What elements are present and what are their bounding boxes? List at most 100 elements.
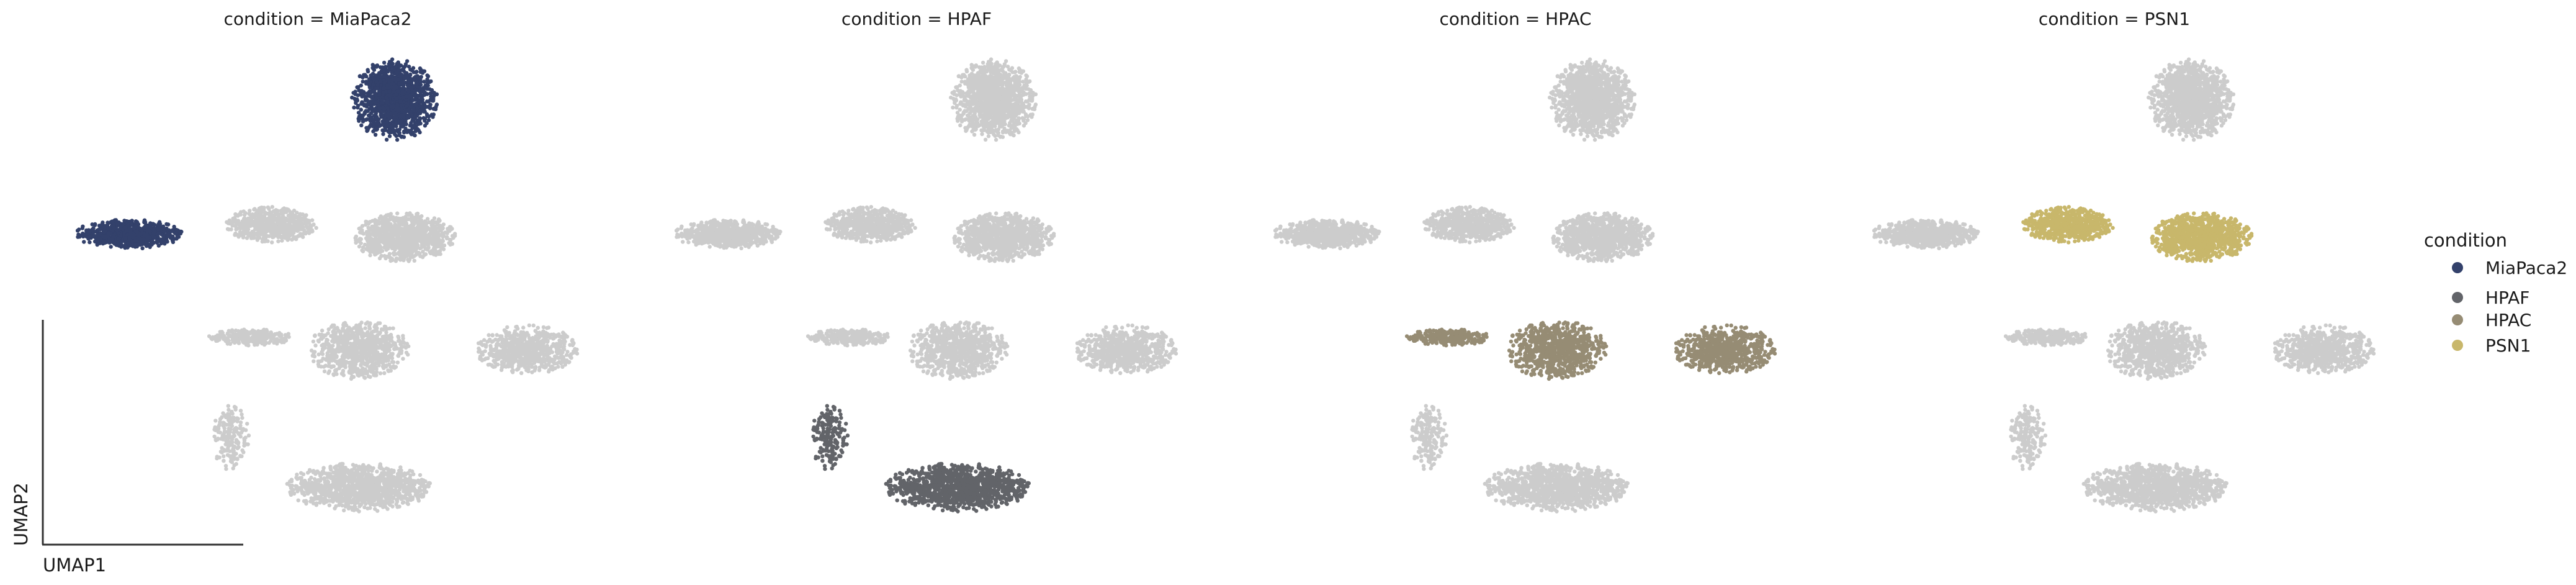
data-point-background bbox=[428, 227, 432, 232]
data-point-background bbox=[337, 337, 341, 342]
data-point-background bbox=[378, 216, 383, 220]
data-point-background bbox=[346, 355, 350, 360]
data-point-background bbox=[289, 479, 294, 484]
data-point-background bbox=[398, 465, 403, 469]
data-point-background bbox=[261, 207, 266, 212]
data-point-background bbox=[562, 347, 566, 351]
data-point-background bbox=[391, 326, 395, 330]
data-point-background bbox=[437, 219, 441, 224]
data-point-background bbox=[375, 496, 379, 501]
data-point-background bbox=[330, 491, 334, 496]
data-point-background bbox=[294, 486, 299, 491]
data-point-background bbox=[525, 330, 529, 335]
data-point-background bbox=[550, 344, 554, 348]
data-point-background bbox=[379, 465, 384, 470]
data-point-background bbox=[286, 332, 290, 336]
data-point-background bbox=[499, 368, 504, 372]
data-point-background bbox=[348, 365, 352, 369]
data-point-background bbox=[337, 503, 341, 507]
data-point-background bbox=[343, 320, 348, 325]
data-point-background bbox=[300, 484, 305, 489]
data-point-background bbox=[526, 367, 531, 371]
data-point-background bbox=[408, 255, 413, 259]
data-point-background bbox=[319, 491, 324, 496]
data-point-background bbox=[263, 239, 267, 243]
data-point-background bbox=[303, 479, 308, 484]
data-point-background bbox=[364, 478, 368, 483]
data-point-background bbox=[269, 215, 274, 219]
data-point-background bbox=[388, 368, 393, 373]
data-point-background bbox=[405, 479, 409, 483]
data-point-background bbox=[403, 214, 408, 219]
data-point-background bbox=[221, 424, 225, 428]
data-point-background bbox=[280, 217, 285, 221]
data-point-background bbox=[286, 236, 290, 241]
data-point-background bbox=[569, 356, 573, 360]
data-point-background bbox=[420, 214, 424, 219]
data-point-background bbox=[362, 493, 367, 497]
data-point-background bbox=[346, 469, 351, 473]
data-point-background bbox=[554, 333, 559, 338]
data-point-background bbox=[392, 219, 397, 224]
data-point-background bbox=[516, 367, 520, 371]
data-point-background bbox=[376, 231, 380, 235]
data-point-background bbox=[245, 218, 249, 222]
data-point-background bbox=[215, 338, 220, 343]
data-point-background bbox=[367, 337, 372, 341]
data-point-background bbox=[510, 363, 514, 368]
data-point-background bbox=[246, 234, 251, 238]
data-point-background bbox=[397, 493, 402, 498]
data-point-background bbox=[395, 497, 400, 502]
data-point-background bbox=[267, 227, 271, 231]
data-point-background bbox=[213, 437, 218, 442]
data-point-background bbox=[296, 221, 300, 226]
data-point-background bbox=[308, 227, 312, 231]
data-point-background bbox=[372, 345, 377, 350]
data-point-background bbox=[241, 235, 246, 240]
data-point-background bbox=[506, 365, 511, 369]
data-point-background bbox=[511, 368, 515, 373]
data-point-background bbox=[395, 475, 400, 479]
data-point-background bbox=[334, 468, 338, 472]
data-point-background bbox=[409, 250, 414, 254]
data-point-background bbox=[239, 430, 244, 435]
data-point-background bbox=[318, 333, 323, 337]
data-point-background bbox=[217, 424, 221, 429]
scatter-points bbox=[75, 57, 580, 514]
data-point-background bbox=[379, 360, 384, 365]
data-point-background bbox=[233, 406, 238, 410]
data-point-background bbox=[280, 235, 284, 239]
data-point-background bbox=[325, 338, 330, 343]
data-point-background bbox=[380, 235, 385, 240]
data-point-background bbox=[354, 479, 359, 484]
data-point-background bbox=[262, 230, 267, 235]
data-point-background bbox=[320, 496, 324, 501]
data-point-background bbox=[515, 354, 519, 358]
data-point-background bbox=[361, 338, 366, 343]
data-point-background bbox=[403, 229, 407, 234]
data-point-background bbox=[222, 431, 227, 435]
data-point-background bbox=[423, 485, 428, 489]
data-point-background bbox=[378, 503, 382, 507]
data-point-background bbox=[478, 356, 483, 361]
data-point-background bbox=[502, 328, 507, 332]
data-point-background bbox=[326, 371, 331, 375]
data-point-background bbox=[276, 234, 280, 238]
data-point-background bbox=[406, 352, 410, 357]
data-point-background bbox=[379, 253, 384, 258]
data-point-background bbox=[341, 360, 346, 365]
data-point-background bbox=[246, 332, 251, 336]
data-point-background bbox=[384, 235, 388, 240]
data-point-background bbox=[388, 338, 393, 343]
data-point-background bbox=[322, 476, 326, 481]
data-point-background bbox=[279, 227, 284, 231]
data-point-background bbox=[333, 497, 337, 501]
data-point-background bbox=[365, 352, 369, 356]
data-point-background bbox=[240, 415, 245, 420]
data-point-background bbox=[417, 252, 422, 256]
data-point-background bbox=[436, 239, 441, 243]
data-point-background bbox=[285, 225, 289, 229]
data-point-background bbox=[371, 329, 375, 333]
data-point-background bbox=[287, 221, 292, 225]
data-point-background bbox=[520, 360, 524, 365]
